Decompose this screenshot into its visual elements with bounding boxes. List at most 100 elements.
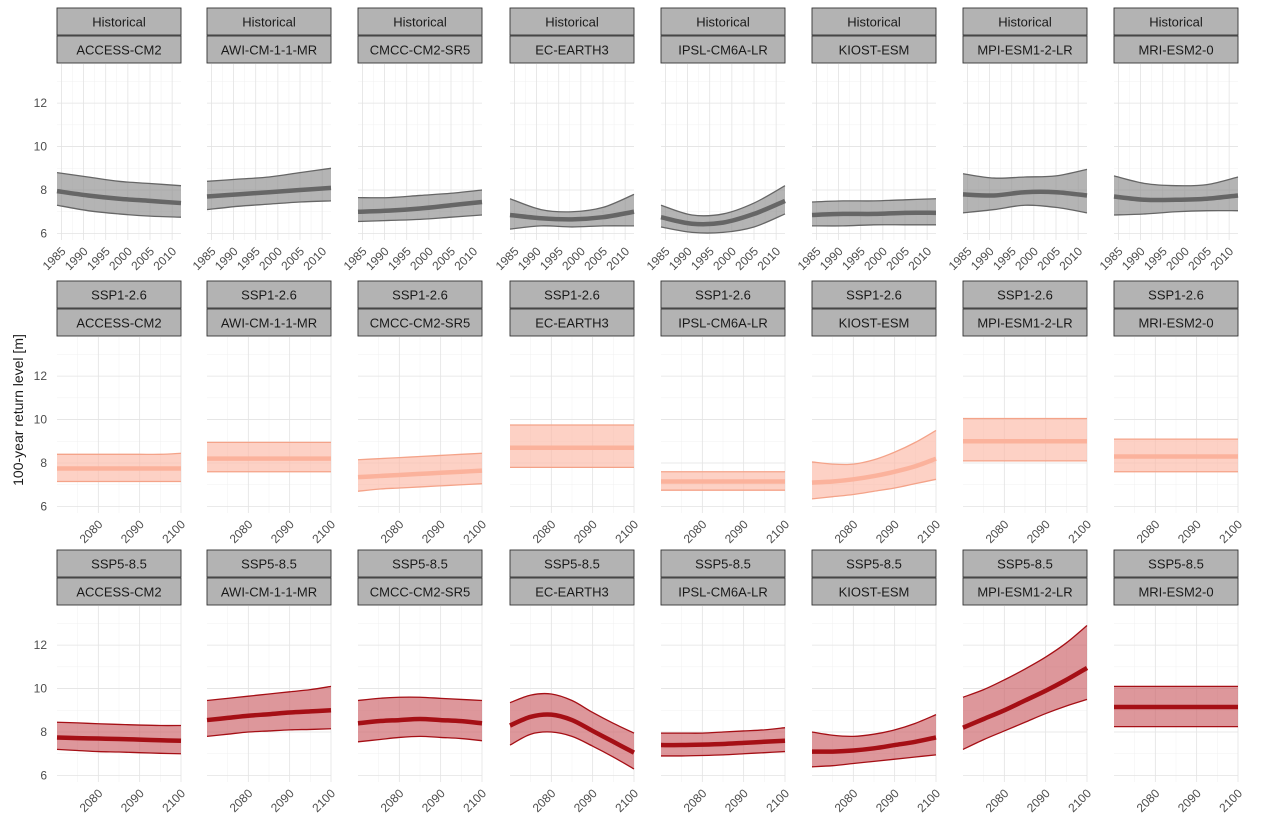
confidence-band <box>661 185 785 234</box>
x-tick-label: 2080 <box>983 786 1012 815</box>
confidence-band <box>1114 175 1238 216</box>
x-tick-label: 2005 <box>732 244 761 273</box>
facet-strip-scenario-label: Historical <box>998 15 1052 30</box>
x-tick-label: 2090 <box>1175 786 1204 815</box>
x-tick-label: 1995 <box>990 244 1019 273</box>
lower-bound-line <box>206 200 332 211</box>
x-tick-label: 2010 <box>603 244 632 273</box>
panel-ssp5-8-5-kiost-esm: SSP5-8.5 KIOST-ESM 2080 2090 2100 <box>811 549 943 815</box>
facet-strip-model <box>206 577 332 606</box>
facet-strip-scenario <box>1113 280 1239 309</box>
facet-strip-model-label: ACCESS-CM2 <box>76 316 161 331</box>
facet-strip-model <box>509 308 635 337</box>
facet-strip-model-label: KIOST-ESM <box>839 585 910 600</box>
y-tick-label: 6 <box>40 768 47 782</box>
facet-strip-model-label: MPI-ESM1-2-LR <box>977 585 1072 600</box>
x-tick-label: 2100 <box>914 786 943 815</box>
facet-strip-model <box>357 577 483 606</box>
x-tick-label: 2090 <box>571 786 600 815</box>
facet-strip-model-label: EC-EARTH3 <box>535 43 608 58</box>
median-line <box>811 735 937 754</box>
y-tick-label: 10 <box>34 413 48 427</box>
upper-bound-line <box>509 692 635 734</box>
lower-bound-line <box>660 213 786 234</box>
facet-strip-scenario <box>962 549 1088 578</box>
panel-ssp1-2-6-kiost-esm: SSP1-2.6 KIOST-ESM 2080 2090 2100 <box>811 280 943 546</box>
x-tick-label: 1985 <box>644 244 673 273</box>
facet-strip-model <box>56 308 182 337</box>
x-tick-label: 2080 <box>77 517 106 546</box>
upper-bound-line <box>56 721 182 727</box>
x-tick-label: 2000 <box>256 244 285 273</box>
facet-strip-scenario-label: SSP5-8.5 <box>695 557 751 572</box>
facet-strip-model <box>962 308 1088 337</box>
upper-bound-line <box>57 452 182 456</box>
facet-strip-model-label: CMCC-CM2-SR5 <box>370 316 470 331</box>
x-tick-label: 2000 <box>407 244 436 273</box>
facet-strip-model <box>206 308 332 337</box>
panel-ssp5-8-5-awi-cm-1-1-mr: SSP5-8.5 AWI-CM-1-1-MR 2080 2090 2100 <box>206 549 338 815</box>
upper-bound-line <box>357 189 483 199</box>
facet-strip-model-label: ACCESS-CM2 <box>76 43 161 58</box>
panel-historical-mri-esm2-0: Historical MRI-ESM2-0 19851990199520002005… <box>1097 7 1239 273</box>
lower-bound-line <box>357 483 483 492</box>
x-tick-label: 2090 <box>873 517 902 546</box>
facet-strip-scenario-label: SSP5-8.5 <box>91 557 147 572</box>
upper-bound-line <box>1113 175 1239 187</box>
facet-strip-scenario <box>962 280 1088 309</box>
y-tick-label: 12 <box>34 638 48 652</box>
x-tick-label: 1995 <box>234 244 263 273</box>
x-tick-label: 2000 <box>106 244 135 273</box>
x-tick-label: 1985 <box>40 244 69 273</box>
facet-strip-scenario <box>357 549 483 578</box>
x-tick-label: 2100 <box>914 517 943 546</box>
facet-strip-scenario <box>357 7 483 36</box>
facet-strip-scenario <box>660 549 786 578</box>
facet-strip-model <box>206 35 332 64</box>
x-tick-label: 2100 <box>159 517 188 546</box>
facet-strip-scenario-label: SSP1-2.6 <box>241 288 297 303</box>
facet-strip-scenario <box>660 280 786 309</box>
x-tick-label: 1985 <box>341 244 370 273</box>
panel-historical-mpi-esm1-2-lr: HistoricalMPI-ESM1-2-LR19851990199520002… <box>946 7 1088 273</box>
facet-strip-model <box>1113 308 1239 337</box>
x-tick-label: 1990 <box>212 244 241 273</box>
x-tick-label: 2080 <box>1134 786 1163 815</box>
panel-ssp1-2-6-cmcc-cm2-sr5: SSP1-2.6 CMCC-CM2-SR5 2080 2090 2100 <box>357 280 489 546</box>
facet-strip-model-label: CMCC-CM2-SR5 <box>370 585 470 600</box>
facet-strip-scenario <box>56 7 182 36</box>
facet-strip-scenario <box>206 549 332 578</box>
x-tick-label: 2090 <box>268 517 297 546</box>
facet-strip-scenario <box>1113 549 1239 578</box>
facet-strip-model <box>660 35 786 64</box>
facet-strip-scenario <box>1113 7 1239 36</box>
x-tick-label: 2100 <box>159 786 188 815</box>
x-tick-label: 1985 <box>946 244 975 273</box>
confidence-band <box>963 625 1087 750</box>
median-line <box>811 210 937 218</box>
x-tick-label: 1985 <box>190 244 219 273</box>
facet-strip-scenario-label: SSP5-8.5 <box>241 557 297 572</box>
x-tick-label: 2080 <box>681 786 710 815</box>
panel-ssp1-2-6-awi-cm-1-1-mr: SSP1-2.6 AWI-CM-1-1-MR 2080 2090 2100 <box>206 280 338 546</box>
x-tick-label: 2090 <box>1024 517 1053 546</box>
x-tick-label: 2080 <box>530 786 559 815</box>
lower-bound-line <box>56 748 182 755</box>
median-line <box>357 716 483 726</box>
x-tick-label: 2080 <box>77 786 106 815</box>
facet-strip-model <box>962 35 1088 64</box>
median-line <box>509 712 636 755</box>
facet-strip-model <box>56 35 182 64</box>
x-tick-label: 1985 <box>1097 244 1126 273</box>
panel-ssp1-2-6-mri-esm2-0: SSP1-2.6 MRI-ESM2-0 2080 2090 2100 <box>1113 280 1245 546</box>
x-tick-label: 2080 <box>832 786 861 815</box>
facet-strip-scenario <box>962 7 1088 36</box>
confidence-band <box>510 693 634 769</box>
facet-strip-scenario-label: SSP1-2.6 <box>91 288 147 303</box>
panel-ssp5-8-5-ec-earth3: SSP5-8.5 EC-EARTH3 2080 2090 2100 <box>509 549 641 815</box>
lower-bound-line <box>206 728 332 738</box>
panel-historical-awi-cm-1-1-mr: HistoricalAWI-CM-1-1-MR19851990199520002… <box>190 7 332 273</box>
x-tick-label: 2080 <box>227 786 256 815</box>
lower-bound-line <box>811 478 937 500</box>
